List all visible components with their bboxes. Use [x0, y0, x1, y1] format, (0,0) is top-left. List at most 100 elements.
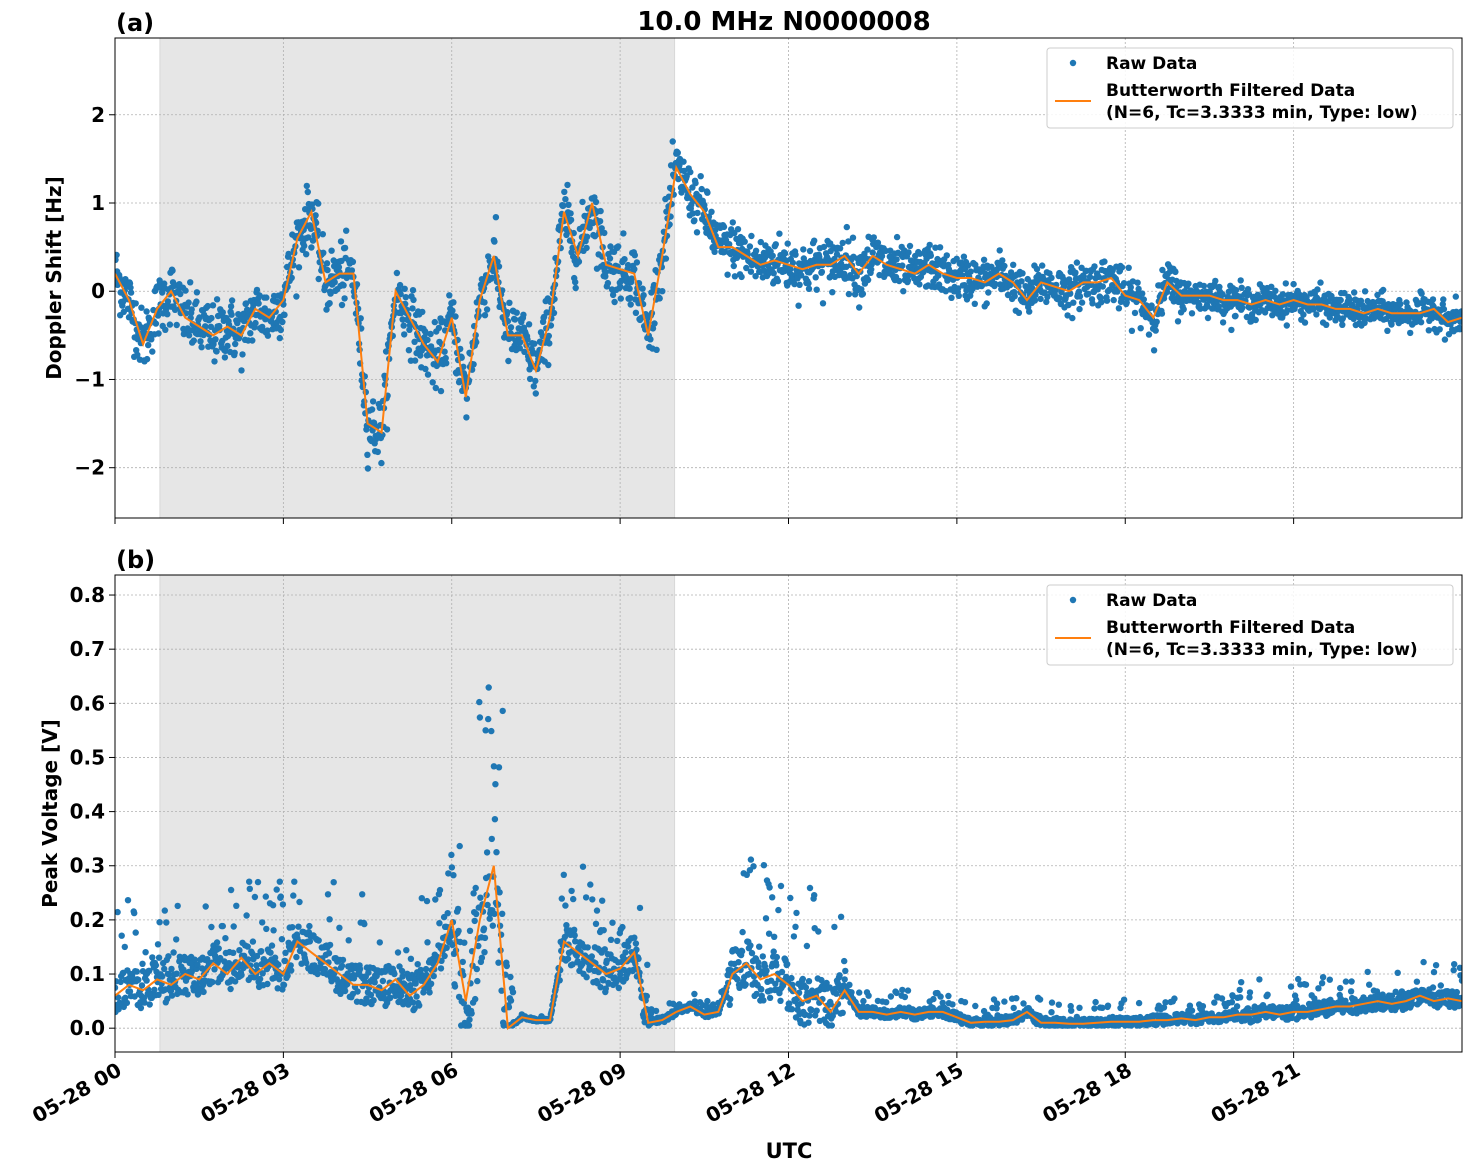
raw-point [694, 229, 700, 235]
raw-point [836, 972, 842, 978]
raw-point [281, 312, 287, 318]
raw-point [134, 968, 140, 974]
raw-point [813, 274, 819, 280]
raw-point [1001, 263, 1007, 269]
raw-point [247, 330, 253, 336]
raw-point [259, 919, 265, 925]
legend-filtered-label: Butterworth Filtered Data [1106, 81, 1355, 101]
raw-point [727, 996, 733, 1002]
raw-point [865, 277, 871, 283]
raw-point [841, 958, 847, 964]
raw-point [1101, 258, 1107, 264]
raw-point [594, 907, 600, 913]
raw-point [450, 872, 456, 878]
raw-point [619, 924, 625, 930]
raw-point [476, 699, 482, 705]
raw-point [481, 299, 487, 305]
raw-point [468, 1010, 474, 1016]
raw-point [424, 337, 430, 343]
raw-point [1211, 999, 1217, 1005]
raw-point [583, 245, 589, 251]
raw-point [968, 268, 974, 274]
raw-point [1132, 310, 1138, 316]
raw-point [124, 1000, 130, 1006]
raw-point [326, 300, 332, 306]
raw-point [209, 979, 215, 985]
raw-point [384, 426, 390, 432]
raw-point [365, 465, 371, 471]
raw-point [437, 887, 443, 893]
raw-point [274, 886, 280, 892]
raw-point [377, 939, 383, 945]
raw-point [617, 284, 623, 290]
raw-point [1105, 1003, 1111, 1009]
raw-point [308, 244, 314, 250]
raw-point [383, 348, 389, 354]
raw-point [905, 249, 911, 255]
raw-point [493, 849, 499, 855]
raw-point [775, 278, 781, 284]
raw-point [1253, 317, 1259, 323]
raw-point [618, 295, 624, 301]
raw-point [865, 993, 871, 999]
raw-point [1134, 280, 1140, 286]
y-tick-label: 0.8 [70, 583, 105, 607]
raw-point [896, 278, 902, 284]
raw-point [491, 911, 497, 917]
raw-point [151, 987, 157, 993]
raw-point [631, 266, 637, 272]
raw-point [326, 950, 332, 956]
raw-point [1362, 288, 1368, 294]
panel-label: (a) [116, 9, 154, 37]
raw-point [621, 256, 627, 262]
raw-point [436, 920, 442, 926]
raw-point [113, 252, 119, 258]
raw-point [937, 993, 943, 999]
raw-point [484, 849, 490, 855]
raw-point [410, 297, 416, 303]
raw-point [1407, 330, 1413, 336]
raw-point [634, 259, 640, 265]
raw-point [481, 925, 487, 931]
raw-point [850, 235, 856, 241]
raw-point [1346, 296, 1352, 302]
raw-point [1351, 289, 1357, 295]
raw-point [496, 889, 502, 895]
raw-point [1016, 310, 1022, 316]
raw-point [704, 998, 710, 1004]
raw-point [324, 260, 330, 266]
raw-point [401, 331, 407, 337]
raw-point [394, 270, 400, 276]
raw-point [185, 299, 191, 305]
raw-point [517, 339, 523, 345]
raw-point [452, 983, 458, 989]
raw-point [441, 953, 447, 959]
raw-point [339, 963, 345, 969]
raw-point [449, 864, 455, 870]
raw-point [326, 916, 332, 922]
raw-point [607, 255, 613, 261]
y-tick-label: 0.6 [70, 691, 105, 715]
raw-point [278, 893, 284, 899]
raw-point [800, 976, 806, 982]
raw-point [900, 288, 906, 294]
raw-point [811, 892, 817, 898]
raw-point [944, 252, 950, 258]
raw-point [633, 940, 639, 946]
raw-point [1284, 322, 1290, 328]
raw-point [1079, 299, 1085, 305]
raw-point [1238, 979, 1244, 985]
raw-point [531, 341, 537, 347]
raw-point [844, 224, 850, 230]
raw-point [756, 944, 762, 950]
raw-point [212, 336, 218, 342]
raw-point [269, 942, 275, 948]
raw-point [281, 982, 287, 988]
raw-point [220, 923, 226, 929]
raw-point [614, 938, 620, 944]
raw-point [144, 356, 150, 362]
raw-point [222, 354, 228, 360]
raw-point [840, 240, 846, 246]
raw-point [807, 248, 813, 254]
raw-point [338, 238, 344, 244]
